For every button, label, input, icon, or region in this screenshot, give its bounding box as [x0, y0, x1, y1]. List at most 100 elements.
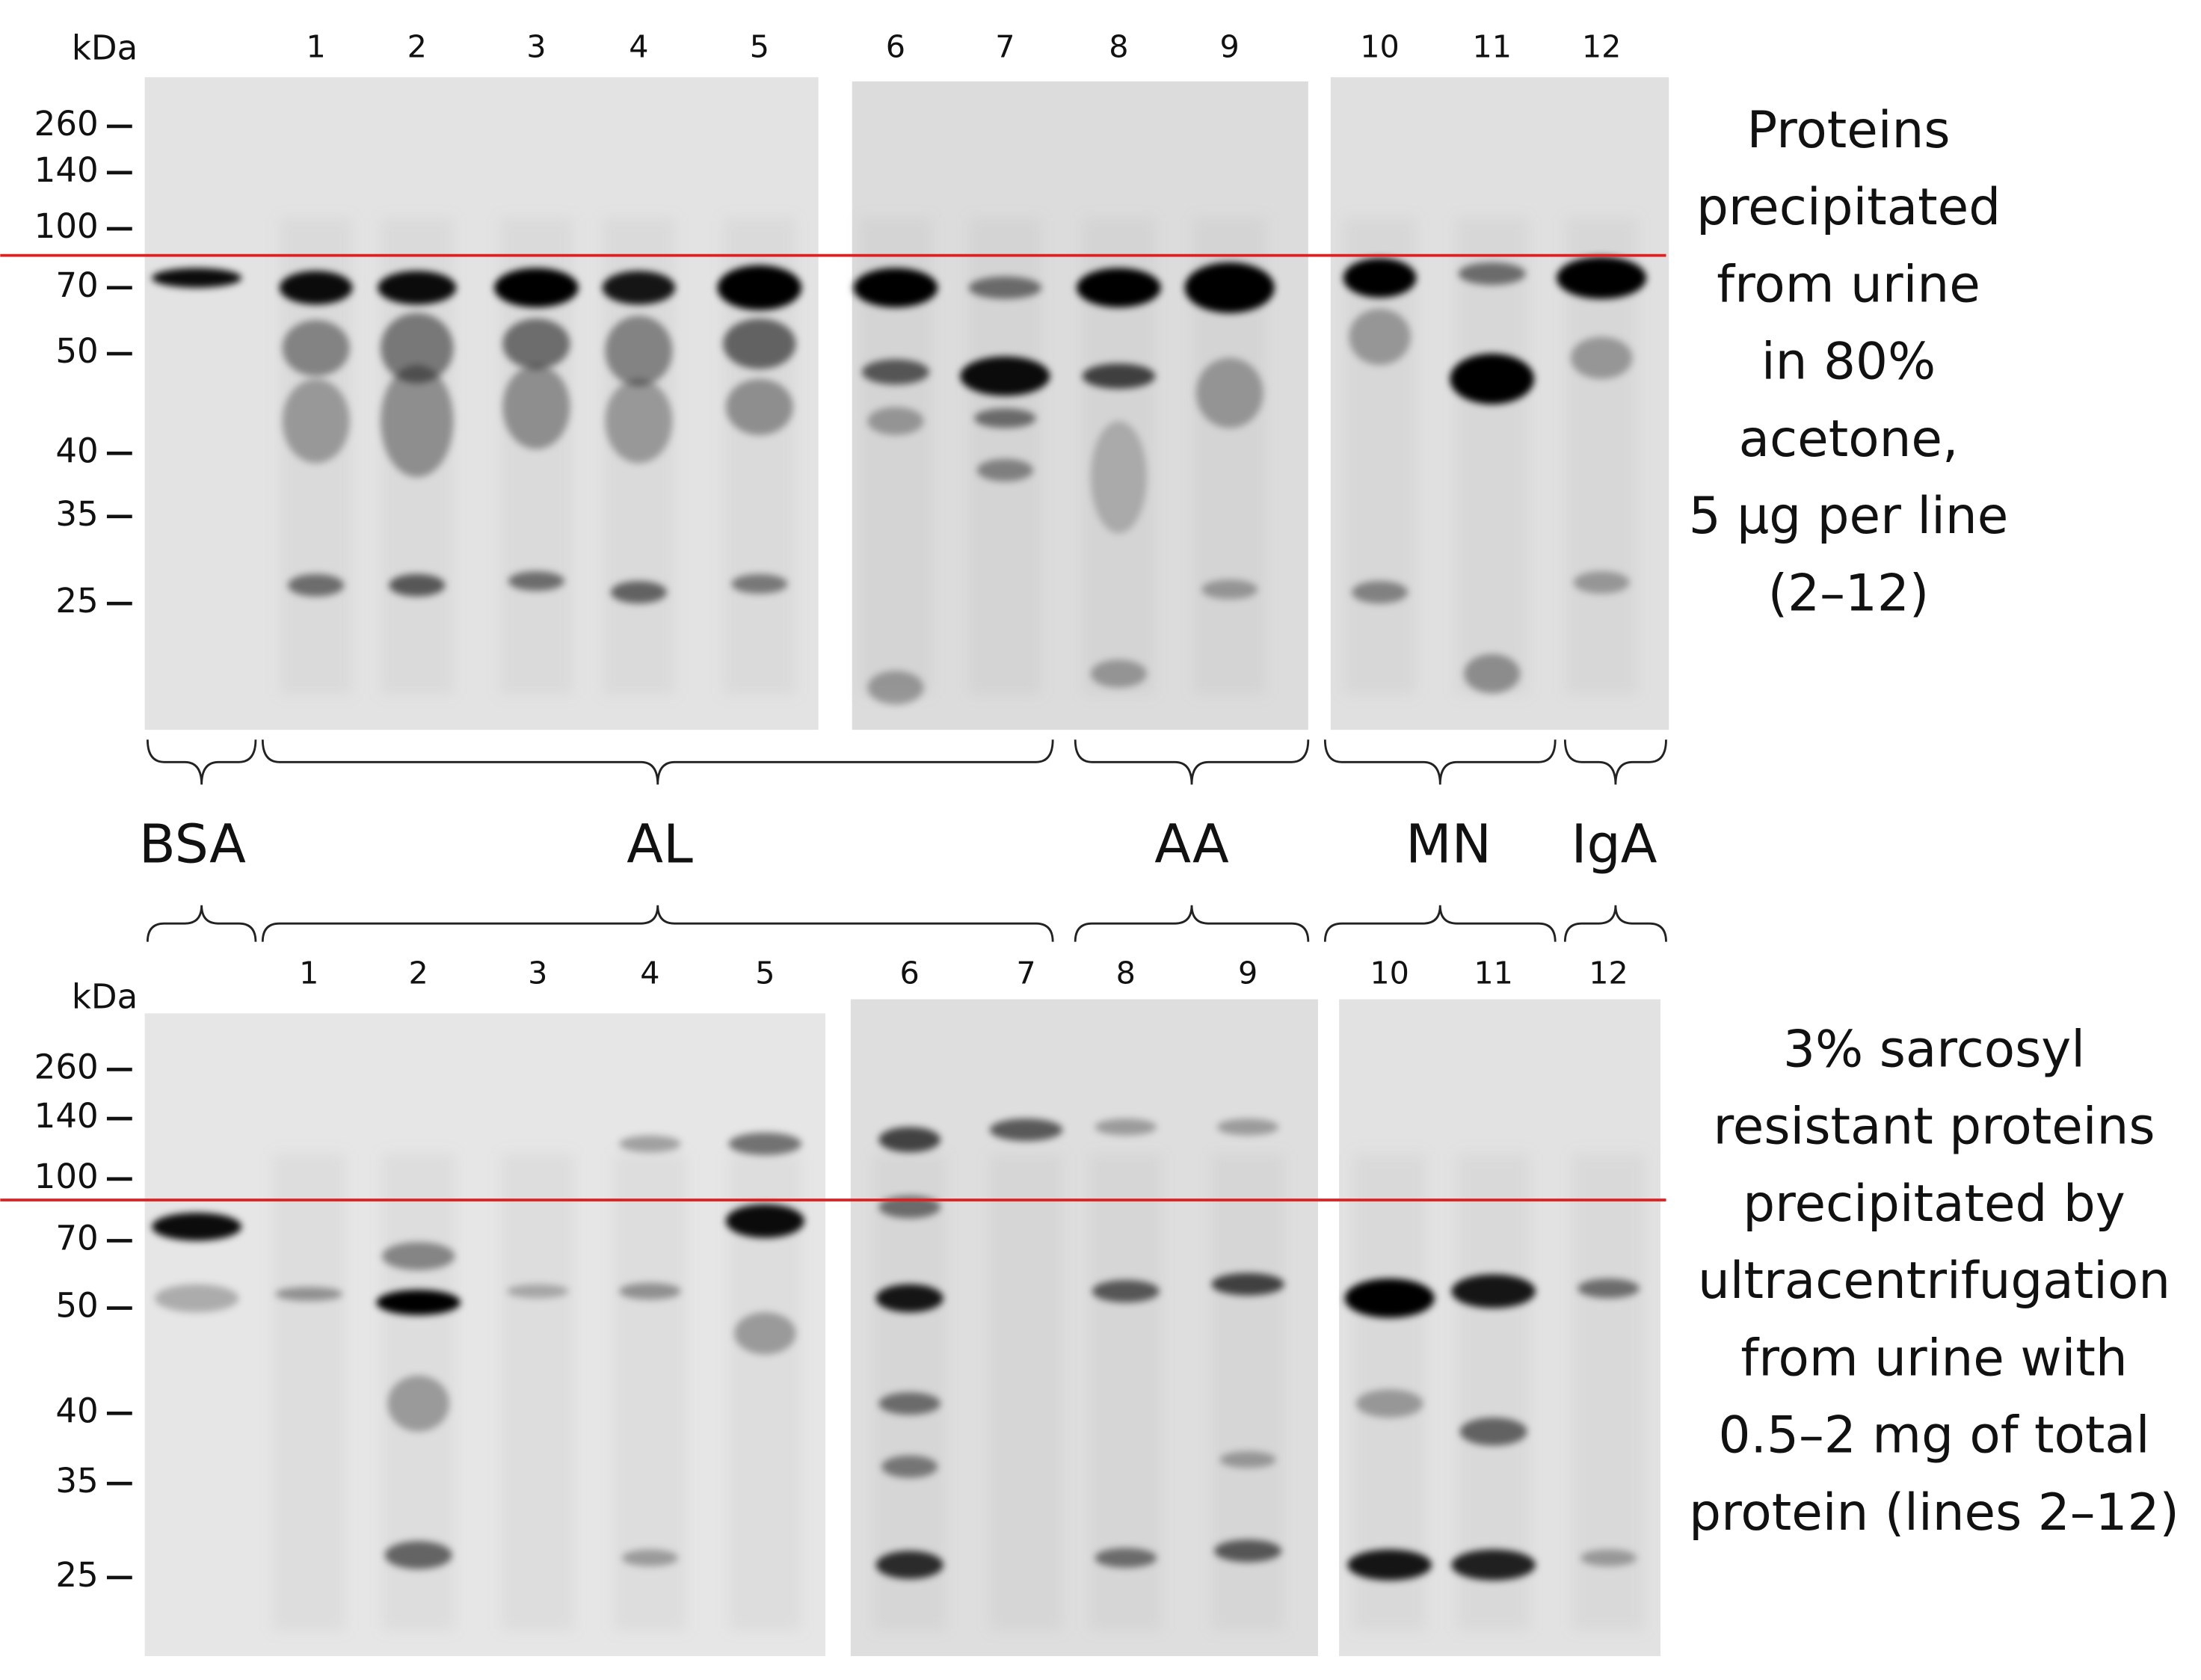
band [152, 1212, 242, 1241]
marker-label: 100 [34, 1157, 99, 1196]
band [734, 1312, 796, 1355]
marker-label: 260 [34, 1047, 99, 1086]
lane-number: 4 [640, 956, 659, 991]
brace [1563, 905, 1667, 942]
band [1349, 308, 1411, 366]
brace [261, 905, 1054, 942]
marker-label: 40 [55, 431, 98, 470]
band [282, 378, 350, 464]
group-label: AA [1154, 813, 1229, 875]
marker-label: 25 [55, 1555, 98, 1595]
brace [146, 739, 257, 785]
band [1195, 357, 1263, 428]
band [1201, 579, 1258, 600]
band [279, 271, 353, 305]
marker-label: 25 [55, 581, 98, 621]
marker-label: 70 [55, 1218, 98, 1258]
lane-number: 2 [407, 29, 427, 65]
band [989, 1119, 1063, 1142]
band [1347, 1549, 1432, 1581]
marker-label: 100 [34, 206, 99, 246]
band [378, 271, 457, 305]
lane-number: 10 [1360, 29, 1400, 65]
unit-label: kDa [72, 28, 138, 68]
lane-number: 12 [1589, 956, 1628, 991]
caption-line: in 80% [1761, 332, 1936, 391]
band [619, 1282, 681, 1300]
lane-number: 4 [629, 29, 648, 65]
lane-number: 7 [1016, 956, 1035, 991]
brace [146, 905, 257, 942]
gel [144, 77, 819, 730]
band [1077, 268, 1161, 308]
caption-line: precipitated [1696, 177, 2001, 236]
caption-line: precipitated by [1743, 1174, 2125, 1233]
band [494, 268, 579, 308]
band [875, 1284, 943, 1313]
lane-number: 10 [1370, 956, 1409, 991]
band [974, 408, 1036, 428]
band [1459, 1417, 1527, 1446]
band [878, 1392, 941, 1415]
brace [1323, 739, 1557, 785]
band [1577, 1279, 1640, 1299]
lane-number: 6 [900, 956, 920, 991]
band [723, 319, 796, 369]
group-label: MN [1406, 813, 1492, 875]
brace [1074, 905, 1310, 942]
band [1343, 258, 1417, 298]
band [1095, 1548, 1157, 1568]
caption-line: 0.5–2 mg of total [1719, 1406, 2150, 1465]
band [384, 1541, 452, 1569]
band [1451, 1549, 1536, 1581]
marker-label: 70 [55, 265, 98, 305]
band [288, 573, 345, 597]
band [1573, 571, 1630, 594]
lane-number: 8 [1109, 29, 1128, 65]
band [502, 319, 570, 369]
band [619, 1135, 681, 1153]
band [1352, 581, 1409, 604]
band [1570, 336, 1633, 379]
gel [144, 1013, 826, 1657]
lane-smear [272, 1154, 346, 1631]
band [1216, 1119, 1279, 1136]
marker-label: 50 [55, 1286, 98, 1326]
band [381, 313, 454, 384]
lane-number: 11 [1474, 956, 1513, 991]
lane-smear [989, 1154, 1063, 1631]
band [1095, 1119, 1157, 1136]
band [282, 320, 350, 377]
band [389, 573, 446, 597]
marker-label: 35 [55, 494, 98, 534]
brace [1323, 905, 1557, 942]
caption-line: protein (lines 2–12) [1689, 1483, 2179, 1542]
band [602, 271, 676, 305]
lane-number: 1 [307, 29, 326, 65]
band [506, 1284, 569, 1299]
band [154, 1284, 239, 1313]
band [381, 365, 454, 478]
band [867, 671, 924, 705]
lane-number: 2 [409, 956, 428, 991]
group-label: IgA [1571, 813, 1657, 875]
lane-number: 7 [995, 29, 1015, 65]
band [881, 1455, 938, 1478]
band [728, 1132, 802, 1155]
lane-number: 1 [299, 956, 318, 991]
caption-line: Proteins [1747, 100, 1951, 159]
lane-number: 3 [528, 956, 547, 991]
lane-number: 8 [1116, 956, 1136, 991]
band [376, 1290, 461, 1315]
band [1092, 1280, 1160, 1303]
band [605, 316, 673, 387]
marker-label: 50 [55, 331, 98, 371]
band [1451, 1274, 1536, 1308]
brace [1563, 739, 1667, 785]
band [275, 1287, 343, 1302]
group-label: BSA [139, 813, 246, 875]
lane-number: 12 [1582, 29, 1622, 65]
band [621, 1549, 678, 1566]
band [960, 356, 1050, 396]
